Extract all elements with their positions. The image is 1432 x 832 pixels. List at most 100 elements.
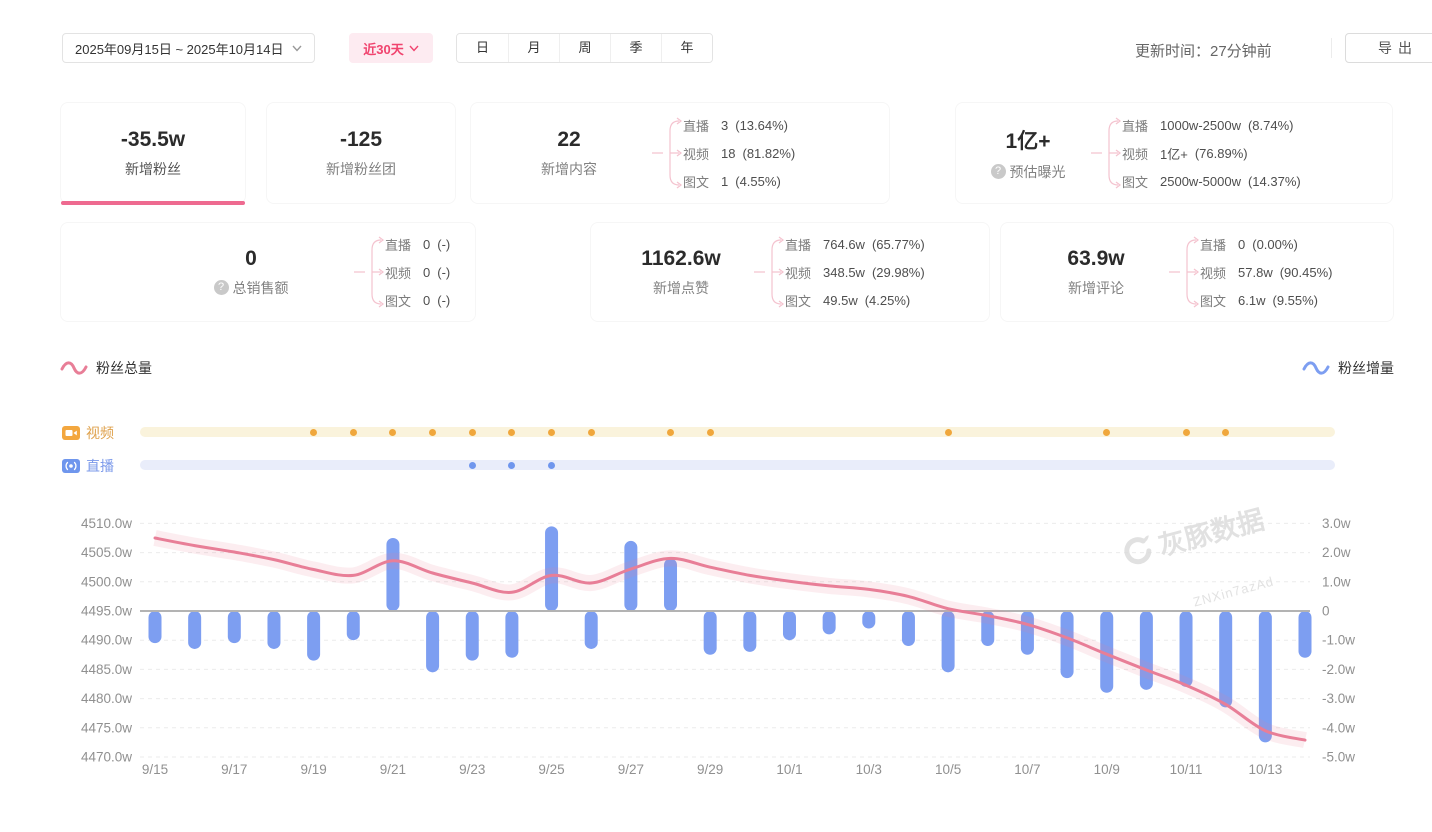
help-icon[interactable]: ? xyxy=(990,164,1006,179)
right-axis-tick: -3.0w xyxy=(1322,691,1355,706)
breakdown-row: 直播 1000w-2500w (8.74%) xyxy=(1122,117,1294,134)
left-axis-tick: 4475.0w xyxy=(81,720,132,735)
breakdown-row: 视频 1亿+ (76.89%) xyxy=(1122,145,1248,162)
video-marker-dot[interactable] xyxy=(310,428,318,436)
delta-bar xyxy=(822,611,836,635)
legend-label: 粉丝总量 xyxy=(96,360,152,376)
video-marker-dot[interactable] xyxy=(548,428,556,436)
x-axis-tick: 9/25 xyxy=(538,762,564,777)
delta-bar xyxy=(1020,611,1034,655)
stat-value: -125 xyxy=(339,127,383,151)
date-range-picker[interactable]: 2025年09月15日 ~ 2025年10月14日 xyxy=(62,33,315,63)
x-axis-tick: 9/29 xyxy=(697,762,723,777)
tab-year[interactable]: 年 xyxy=(661,34,712,62)
x-axis-tick: 9/17 xyxy=(221,762,247,777)
wave-icon xyxy=(60,361,88,375)
breakdown-row: 视频 18 (81.82%) xyxy=(683,145,796,162)
live-marker-dot[interactable] xyxy=(468,461,476,469)
breakdown-row: 直播 0 (-) xyxy=(385,236,451,253)
left-axis-tick: 4495.0w xyxy=(81,604,132,619)
video-marker-dot[interactable] xyxy=(1103,428,1111,436)
selected-tab-indicator xyxy=(61,201,245,205)
x-axis-tick: 10/3 xyxy=(856,762,882,777)
video-marker-dot[interactable] xyxy=(706,428,714,436)
delta-bar xyxy=(386,538,400,611)
update-time-text: 更新时间：27分钟前 xyxy=(1135,43,1272,60)
live-row-label: 直播 xyxy=(62,456,114,476)
video-marker-dot[interactable] xyxy=(429,428,437,436)
legend-fan-delta[interactable]: 粉丝增量 xyxy=(1302,358,1394,378)
tab-quarter[interactable]: 季 xyxy=(610,34,661,62)
video-marker-dot[interactable] xyxy=(468,428,476,436)
stat-card-new-fanclub[interactable]: -125 新增粉丝团 xyxy=(266,102,456,204)
right-axis-tick: 0 xyxy=(1322,604,1330,619)
x-axis-tick: 10/11 xyxy=(1170,762,1203,777)
delta-bar xyxy=(624,540,638,611)
breakdown-row: 直播 3 (13.64%) xyxy=(683,117,788,134)
live-marker-dot[interactable] xyxy=(508,461,516,469)
tab-day[interactable]: 日 xyxy=(457,34,508,62)
breakdown-bracket xyxy=(354,236,384,308)
video-row-label: 视频 xyxy=(62,423,114,443)
delta-bar xyxy=(981,611,995,647)
live-marker-dot[interactable] xyxy=(548,461,556,469)
video-icon xyxy=(62,426,80,440)
video-marker-dot[interactable] xyxy=(587,428,595,436)
delta-bar xyxy=(188,611,202,649)
delta-bar xyxy=(227,611,241,644)
stat-value: 22 xyxy=(557,127,581,151)
x-axis-tick: 10/7 xyxy=(1014,762,1040,777)
breakdown-row: 视频 0 (-) xyxy=(385,264,451,281)
video-marker-dot[interactable] xyxy=(1182,428,1190,436)
video-marker-dot[interactable] xyxy=(389,428,397,436)
fans-trend-chart[interactable]: 4510.0w 4505.0w 4500.0w 4495.0w 4490.0w 4485.… xyxy=(0,500,1432,800)
legend-label: 粉丝增量 xyxy=(1338,360,1394,376)
total-fans-line xyxy=(153,536,1307,742)
legend-total-fans[interactable]: 粉丝总量 xyxy=(60,358,152,378)
breakdown-bracket xyxy=(1169,236,1199,308)
chevron-down-icon xyxy=(291,45,302,52)
video-timeline-track[interactable] xyxy=(140,427,1335,437)
tab-month[interactable]: 月 xyxy=(508,34,559,62)
video-marker-dot[interactable] xyxy=(944,428,952,436)
stat-card-new-likes[interactable]: 1162.6w 新增点赞 直播 764.6w (65.77%) 视频 348.5w (2… xyxy=(590,222,990,322)
breakdown-bracket xyxy=(754,236,784,308)
stat-card-total-sales[interactable]: 0 ? 总销售额 直播 0 (-) 视频 0 (-) 图文 0 (-) xyxy=(60,222,476,322)
stat-card-new-comments[interactable]: 63.9w 新增评论 直播 0 (0.00%) 视频 57.8w (90.45%) 图文… xyxy=(1000,222,1394,322)
delta-bar xyxy=(743,611,757,652)
stat-label: 新增粉丝团 xyxy=(326,160,396,177)
period-tab-group: 日 月 周 季 年 xyxy=(456,33,713,63)
delta-bar xyxy=(465,611,479,661)
video-marker-dot[interactable] xyxy=(508,428,516,436)
delta-bar xyxy=(782,611,796,641)
stat-card-new-content[interactable]: 22 新增内容 直播 3 (13.64%) 视频 18 (81.82%) 图文 1 (4.5… xyxy=(470,102,890,204)
stat-value: -35.5w xyxy=(120,127,186,151)
delta-bar xyxy=(1298,611,1312,658)
right-axis-tick: -5.0w xyxy=(1322,750,1355,765)
chevron-down-icon xyxy=(409,45,419,52)
live-timeline-track[interactable] xyxy=(140,460,1335,470)
quick-range-dropdown[interactable]: 近30天 xyxy=(349,33,433,63)
right-axis-tick: -2.0w xyxy=(1322,662,1355,677)
wave-icon xyxy=(1302,361,1330,375)
video-marker-dot[interactable] xyxy=(667,428,675,436)
video-marker-dot[interactable] xyxy=(1222,428,1230,436)
breakdown-bracket xyxy=(1091,117,1121,189)
breakdown-row: 直播 0 (0.00%) xyxy=(1200,236,1298,253)
video-marker-dot[interactable] xyxy=(349,428,357,436)
quick-range-label: 近30天 xyxy=(363,41,404,57)
divider xyxy=(1331,38,1332,58)
left-axis-tick: 4485.0w xyxy=(81,662,132,677)
tab-week[interactable]: 周 xyxy=(559,34,610,62)
right-axis-tick: 3.0w xyxy=(1322,516,1351,531)
x-axis-tick: 9/23 xyxy=(459,762,485,777)
left-axis-tick: 4470.0w xyxy=(81,750,132,765)
stat-card-new-fans[interactable]: -35.5w 新增粉丝 xyxy=(60,102,246,205)
right-axis-tick: 1.0w xyxy=(1322,574,1351,589)
help-icon[interactable]: ? xyxy=(213,280,229,295)
stat-card-estimated-exposure[interactable]: 1亿+ ? 预估曝光 直播 1000w-2500w (8.74%) 视频 1亿+ (76.… xyxy=(955,102,1393,204)
total-fans-band xyxy=(153,530,1307,748)
left-axis-tick: 4480.0w xyxy=(81,691,132,706)
export-button[interactable]: 导出 xyxy=(1345,33,1432,63)
